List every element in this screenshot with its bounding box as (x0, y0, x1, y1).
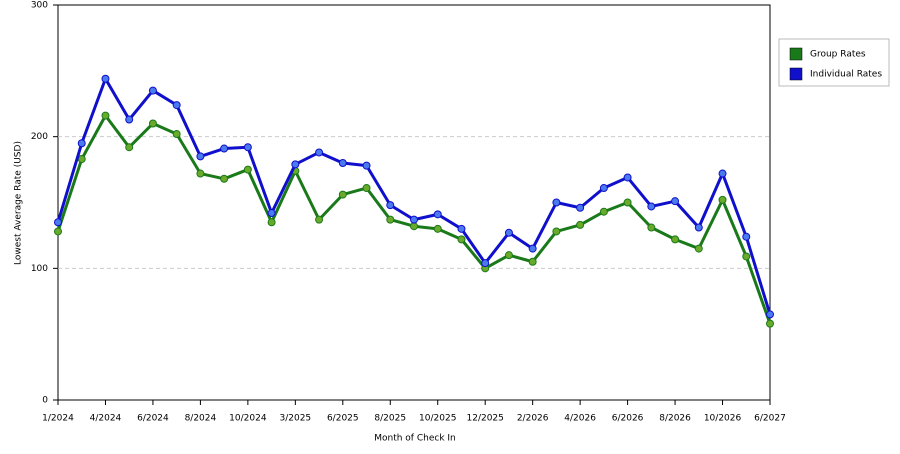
data-point (338, 190, 347, 199)
data-point (766, 319, 774, 328)
data-point (433, 224, 442, 233)
y-tick-label: 0 (42, 396, 48, 406)
data-point (362, 184, 371, 193)
x-tick-label: 10/2026 (704, 414, 742, 424)
data-point (718, 195, 727, 204)
data-point (552, 227, 561, 236)
data-point (552, 198, 561, 207)
x-tick-label: 8/2024 (185, 414, 217, 424)
data-point (647, 223, 656, 232)
x-tick-label: 6/2027 (754, 414, 786, 424)
x-tick-label: 10/2025 (419, 414, 456, 424)
data-point (243, 165, 252, 174)
data-point (172, 130, 181, 139)
legend-swatch (789, 67, 803, 81)
data-point (504, 251, 513, 260)
data-point (433, 210, 442, 219)
x-tick-label: 10/2024 (229, 414, 267, 424)
data-point (599, 207, 608, 216)
data-point (694, 244, 703, 253)
data-point (267, 218, 276, 227)
legend-label: Group Rates (810, 50, 866, 60)
data-point (718, 169, 727, 178)
y-tick-label: 200 (31, 132, 48, 142)
x-tick-label: 1/2024 (42, 414, 74, 424)
data-point (457, 235, 466, 244)
data-point (291, 160, 300, 169)
x-tick-label: 6/2024 (137, 414, 169, 424)
data-point (196, 152, 205, 161)
data-point (576, 220, 585, 229)
data-point (599, 184, 608, 193)
data-point (742, 232, 751, 241)
data-point (172, 101, 181, 110)
x-axis-label: Month of Check In (374, 434, 456, 444)
legend-label: Individual Rates (810, 70, 882, 80)
data-point (623, 173, 632, 182)
data-point (528, 244, 537, 253)
data-point (267, 209, 276, 218)
data-point (196, 169, 205, 178)
legend-swatch (789, 47, 803, 61)
data-point (101, 74, 110, 83)
x-tick-label: 4/2024 (90, 414, 122, 424)
data-point (220, 144, 229, 153)
data-point (125, 115, 134, 124)
y-tick-label: 100 (31, 264, 48, 274)
data-point (148, 86, 157, 95)
y-tick-label: 300 (31, 1, 48, 11)
data-point (410, 215, 418, 224)
data-point (504, 228, 513, 237)
data-point (220, 174, 229, 183)
x-tick-label: 2/2026 (517, 414, 549, 424)
data-point (386, 215, 395, 224)
x-tick-label: 4/2026 (564, 414, 596, 424)
data-point (623, 198, 632, 207)
data-point (528, 257, 537, 266)
data-point (243, 143, 252, 152)
y-axis-label: Lowest Average Rate (USD) (14, 141, 24, 265)
x-tick-label: 12/2025 (467, 414, 504, 424)
data-point (694, 223, 703, 232)
data-point (671, 235, 680, 244)
data-point (742, 252, 751, 261)
data-point (54, 227, 62, 236)
data-point (766, 310, 774, 319)
data-point (386, 201, 395, 210)
data-point (410, 222, 418, 231)
data-point (671, 197, 680, 206)
data-point (647, 202, 656, 211)
x-tick-label: 3/2025 (279, 414, 311, 424)
x-tick-label: 8/2025 (374, 414, 406, 424)
data-point (125, 143, 134, 152)
data-point (54, 218, 62, 227)
data-point (315, 215, 324, 224)
data-point (77, 139, 86, 148)
data-point (576, 203, 585, 212)
data-point (457, 224, 466, 233)
data-point (481, 259, 490, 268)
x-tick-label: 8/2026 (659, 414, 691, 424)
data-point (362, 161, 371, 170)
data-point (338, 159, 347, 167)
data-point (101, 111, 110, 120)
x-tick-label: 6/2025 (327, 414, 359, 424)
data-point (315, 148, 324, 157)
data-point (148, 119, 157, 128)
x-tick-label: 6/2026 (612, 414, 644, 424)
